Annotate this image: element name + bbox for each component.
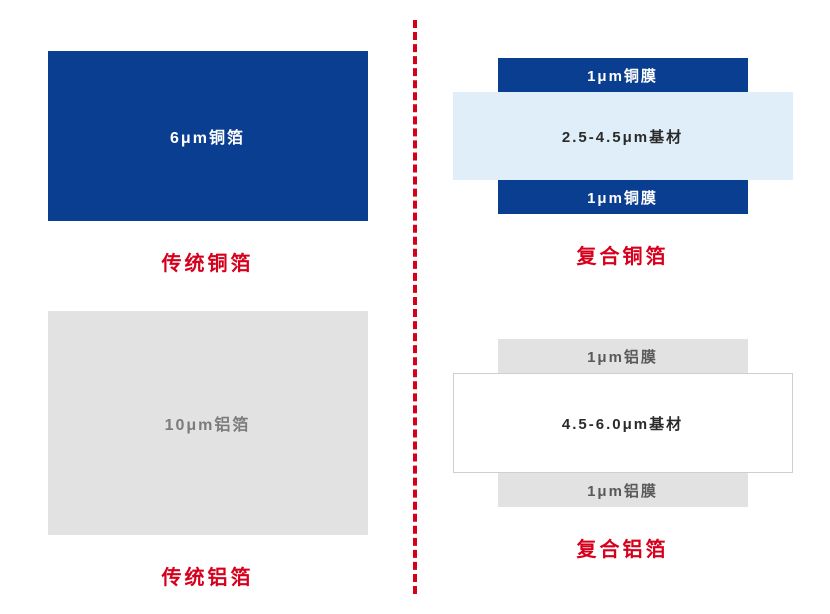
composite-copper-bottom-label: 1μm铜膜 bbox=[587, 187, 658, 208]
composite-copper-base-label: 2.5-4.5μm基材 bbox=[562, 126, 683, 147]
composite-aluminum-base-layer: 4.5-6.0μm基材 bbox=[453, 373, 793, 473]
diagram-container: 6μm铜箔 传统铜箔 10μm铝箔 传统铝箔 1μm铜膜 2.5-4.5μm基材 bbox=[0, 0, 830, 614]
right-column: 1μm铜膜 2.5-4.5μm基材 1μm铜膜 复合铜箔 1μm铝膜 4.5-6… bbox=[415, 0, 830, 614]
composite-aluminum-bottom-layer: 1μm铝膜 bbox=[498, 473, 748, 507]
traditional-aluminum-label: 10μm铝箔 bbox=[165, 411, 251, 435]
composite-copper-bottom-layer: 1μm铜膜 bbox=[498, 180, 748, 214]
composite-copper-caption: 复合铜箔 bbox=[577, 240, 669, 269]
traditional-aluminum-section: 10μm铝箔 传统铝箔 bbox=[30, 307, 385, 594]
traditional-copper-block: 6μm铜箔 bbox=[48, 51, 368, 221]
composite-aluminum-top-label: 1μm铝膜 bbox=[587, 346, 658, 367]
composite-copper-top-layer: 1μm铜膜 bbox=[498, 58, 748, 92]
composite-aluminum-bottom-label: 1μm铝膜 bbox=[587, 480, 658, 501]
traditional-copper-section: 6μm铜箔 传统铜箔 bbox=[30, 20, 385, 307]
traditional-copper-label: 6μm铜箔 bbox=[170, 124, 245, 148]
composite-copper-top-label: 1μm铜膜 bbox=[587, 65, 658, 86]
traditional-aluminum-block: 10μm铝箔 bbox=[48, 311, 368, 535]
composite-copper-section: 1μm铜膜 2.5-4.5μm基材 1μm铜膜 复合铜箔 bbox=[445, 20, 800, 307]
left-column: 6μm铜箔 传统铜箔 10μm铝箔 传统铝箔 bbox=[0, 0, 415, 614]
composite-copper-stack: 1μm铜膜 2.5-4.5μm基材 1μm铜膜 bbox=[453, 58, 793, 214]
traditional-aluminum-caption: 传统铝箔 bbox=[162, 561, 254, 590]
composite-copper-base-layer: 2.5-4.5μm基材 bbox=[453, 92, 793, 180]
composite-aluminum-stack: 1μm铝膜 4.5-6.0μm基材 1μm铝膜 bbox=[453, 339, 793, 507]
center-divider bbox=[413, 20, 417, 594]
composite-aluminum-section: 1μm铝膜 4.5-6.0μm基材 1μm铝膜 复合铝箔 bbox=[445, 307, 800, 594]
composite-aluminum-top-layer: 1μm铝膜 bbox=[498, 339, 748, 373]
composite-aluminum-caption: 复合铝箔 bbox=[577, 533, 669, 562]
traditional-copper-caption: 传统铜箔 bbox=[162, 247, 254, 276]
composite-aluminum-base-label: 4.5-6.0μm基材 bbox=[562, 413, 683, 434]
